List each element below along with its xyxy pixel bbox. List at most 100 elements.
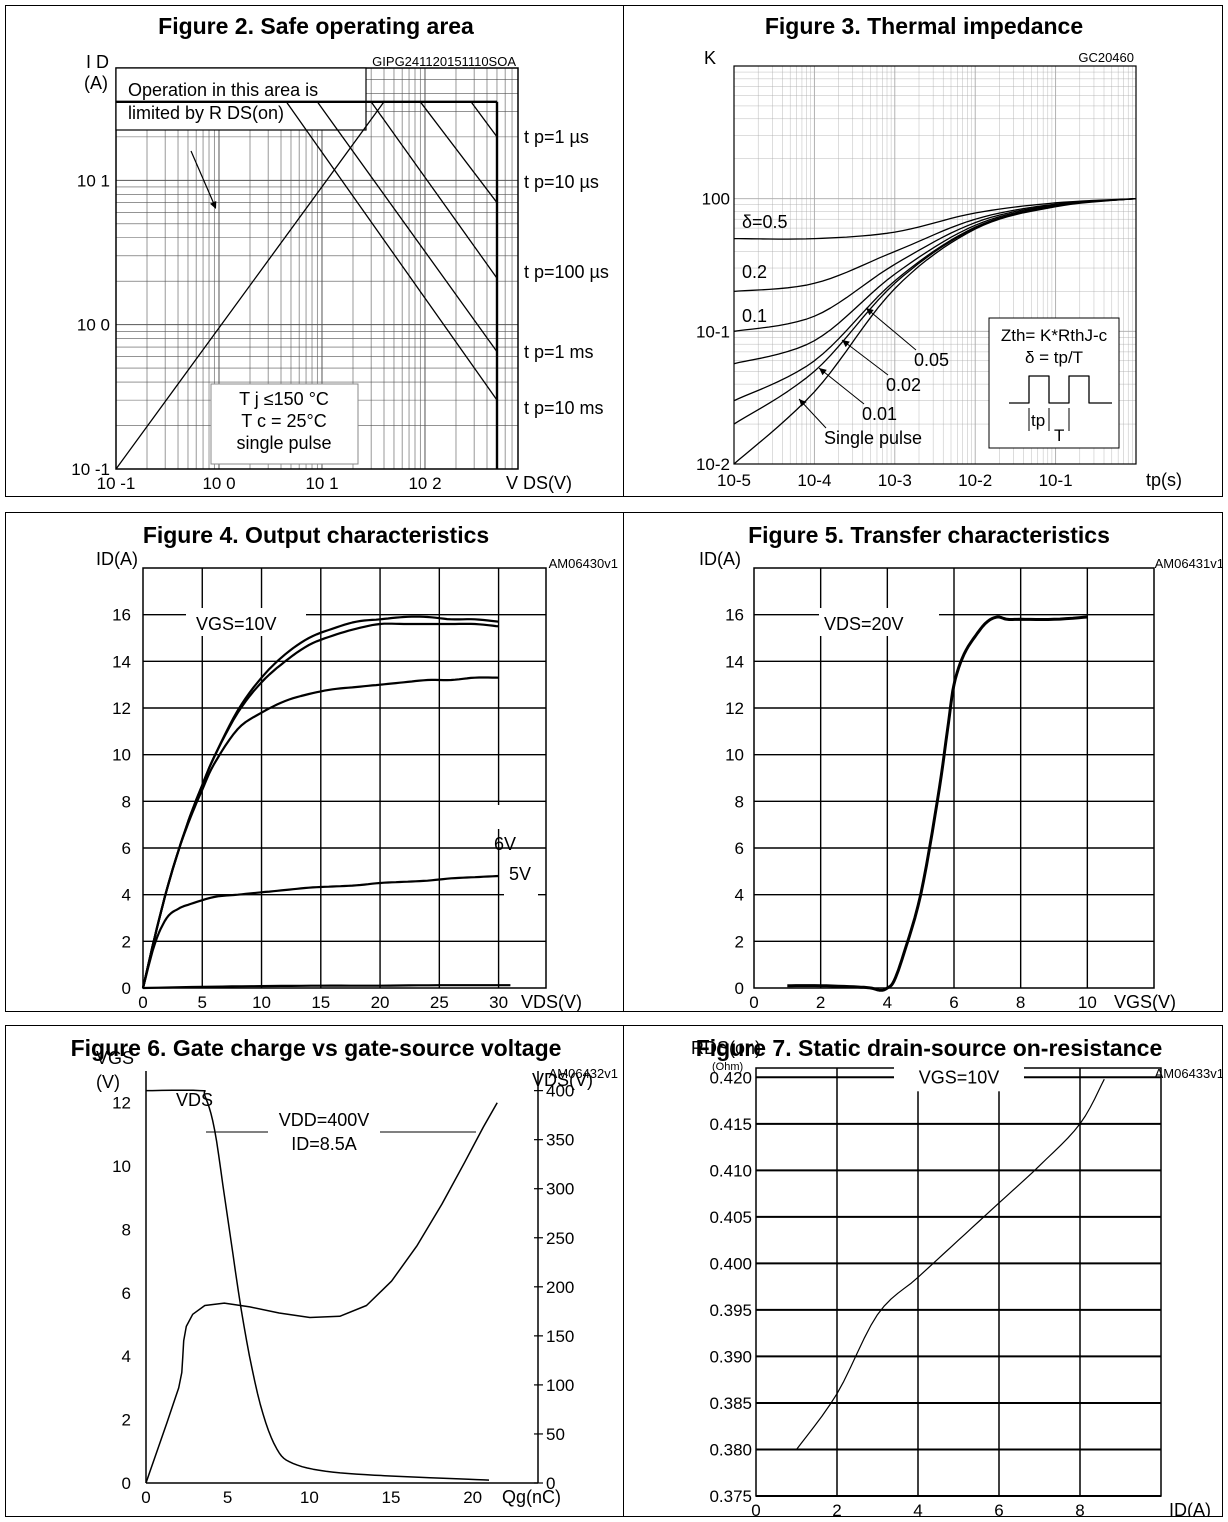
- series-label-5: 0.01: [862, 404, 897, 424]
- y-tick-label: 0.420: [709, 1068, 752, 1087]
- limit-arrow-head: [209, 201, 217, 209]
- x-tick-label: 0: [141, 1488, 150, 1507]
- chart-title: Figure 4. Output characteristics: [143, 522, 489, 548]
- x-tick-label: 2: [816, 993, 825, 1012]
- x-tick-label: 25: [430, 993, 449, 1012]
- series-line-3: [370, 101, 498, 279]
- annotation-vgs: VGS=10V: [919, 1067, 1000, 1087]
- figure-5-transfer-characteristics: Figure 5. Transfer characteristics AM0643…: [699, 522, 1223, 1012]
- y-axis-unit: (V): [96, 1072, 120, 1092]
- pulse-train: [1009, 375, 1112, 404]
- x-tick-label: 10-1: [1039, 471, 1073, 490]
- y-tick-label: 14: [725, 652, 744, 671]
- label-arrow-5: [818, 367, 865, 405]
- figure-4-output-characteristics: Figure 4. Output characteristics AM06430v…: [96, 522, 618, 1012]
- y-tick-label: 4: [122, 1347, 131, 1366]
- series-line-1: [733, 198, 1137, 293]
- x-tick-label: 20: [371, 993, 390, 1012]
- y-tick-label: 10-1: [696, 322, 730, 341]
- chart-code: AM06431v1: [1155, 556, 1223, 571]
- grid: [754, 568, 1154, 988]
- y-tick-label: 8: [735, 792, 744, 811]
- y2-tick-label: 200: [546, 1278, 574, 1297]
- condition-1: T c = 25°C: [241, 411, 326, 431]
- grid: [143, 568, 546, 988]
- y-tick-label: 6: [122, 1284, 131, 1303]
- chart-code: AM06430v1: [549, 556, 618, 571]
- x-tick-label: 8: [1016, 993, 1025, 1012]
- y2-tick-label: 50: [546, 1425, 565, 1444]
- y-tick-label: 10: [725, 746, 744, 765]
- y-tick-label: 0.400: [709, 1254, 752, 1273]
- y-tick-label: 6: [122, 839, 131, 858]
- limit-arrow: [190, 150, 215, 205]
- annotation-bg: [186, 608, 306, 636]
- series-line-4: [142, 984, 511, 990]
- y-tick-label: 10 1: [77, 171, 110, 190]
- x-tick-label: 6: [949, 993, 958, 1012]
- y-axis-label: I D: [86, 52, 109, 72]
- y-tick-label: 2: [122, 1411, 131, 1430]
- x-tick-label: 10: [252, 993, 271, 1012]
- y-tick-label: 6: [735, 839, 744, 858]
- series-label-2: t p=10 µs: [524, 172, 599, 192]
- annotation-bg: [894, 1063, 1024, 1092]
- plot-frame: [755, 1067, 1162, 1497]
- x-tick-label: 0: [749, 993, 758, 1012]
- x-tick-label: 15: [311, 993, 330, 1012]
- y2-tick-label: 100: [546, 1376, 574, 1395]
- plot-frame: [733, 65, 1137, 465]
- y-tick-label: 12: [112, 1094, 131, 1113]
- series-line-0: [796, 1078, 1105, 1450]
- series-line-3: [141, 874, 499, 989]
- y-tick-label: 8: [122, 792, 131, 811]
- x-axis-label: tp(s): [1146, 470, 1182, 490]
- y-axis-label: K: [704, 48, 716, 68]
- annotation-vgs: VGS=10V: [196, 614, 277, 634]
- formula-box: [988, 317, 1120, 449]
- y-tick-label: 0.380: [709, 1440, 752, 1459]
- annotation-vds-label: VDS: [176, 1090, 213, 1110]
- y-tick-label: 2: [122, 932, 131, 951]
- x-tick-label: 10 0: [202, 474, 235, 493]
- chart-code: AM06433v1: [1155, 1066, 1223, 1081]
- annotation-bg: [268, 1106, 380, 1158]
- y-tick-label: 0.385: [709, 1394, 752, 1413]
- x-axis-label: VDS(V): [521, 992, 582, 1012]
- y2-tick-label: 150: [546, 1327, 574, 1346]
- series-label-5: t p=10 ms: [524, 398, 604, 418]
- panel-figure-5: Figure 5. Transfer characteristics AM0643…: [623, 512, 1223, 1012]
- series-label-5v: 5V: [509, 864, 531, 884]
- y-tick-label: 12: [112, 699, 131, 718]
- series-line-0: [787, 615, 1088, 992]
- y2-tick-label: 0: [546, 1474, 555, 1493]
- y-tick-label: 100: [702, 190, 730, 209]
- pulse-label-tp: tp: [1031, 411, 1045, 430]
- series-line-1: [470, 101, 498, 138]
- figure-6-gate-charge: Figure 6. Gate charge vs gate-source vol…: [71, 1035, 618, 1507]
- series-label-1: t p=1 µs: [524, 127, 589, 147]
- series-label-4: 0.02: [886, 375, 921, 395]
- panel-figure-7: Figure 7. Static drain-source on-resista…: [623, 1025, 1223, 1517]
- series-label-3: 0.05: [914, 350, 949, 370]
- y-tick-label: 4: [735, 886, 744, 905]
- x-tick-label: 30: [489, 993, 508, 1012]
- limit-box: [115, 67, 367, 131]
- chart-title: Figure 2. Safe operating area: [158, 13, 474, 39]
- y-tick-label: 12: [725, 699, 744, 718]
- x-tick-label: 10-5: [717, 471, 751, 490]
- y2-tick-label: 300: [546, 1180, 574, 1199]
- chart-title: Figure 6. Gate charge vs gate-source vol…: [71, 1035, 562, 1061]
- series-line-1: [146, 1089, 490, 1481]
- x-axis-label: V DS(V): [506, 473, 572, 493]
- y-tick-label: 0: [735, 979, 744, 998]
- y-axis-label: ID(A): [96, 549, 138, 569]
- conditions-box: [210, 383, 359, 465]
- x-tick-label: 10: [1078, 993, 1097, 1012]
- chart-title: Figure 5. Transfer characteristics: [748, 522, 1110, 548]
- y-tick-label: 2: [735, 932, 744, 951]
- label-arrow-3: [865, 307, 917, 351]
- label-arrow-head-4: [842, 340, 850, 348]
- series-line-0: [145, 1102, 498, 1484]
- y-tick-label: 4: [122, 886, 131, 905]
